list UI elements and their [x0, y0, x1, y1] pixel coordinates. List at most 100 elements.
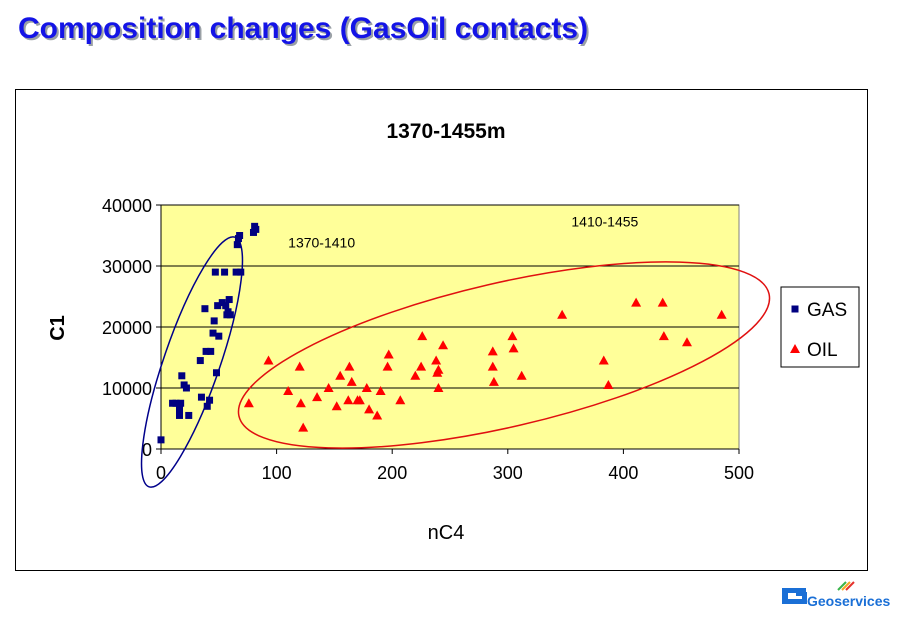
oil-point: [416, 361, 427, 371]
oil-point: [312, 392, 323, 402]
oil-point: [507, 331, 518, 341]
gas-point: [178, 372, 186, 380]
oil-point: [657, 297, 668, 307]
gas-point: [202, 347, 210, 355]
gas-point: [175, 405, 183, 413]
y-tick-label: 0: [142, 440, 152, 460]
gas-point: [214, 302, 222, 310]
gas-point: [226, 311, 234, 319]
gas-point: [182, 384, 190, 392]
annotation-label: 1370-1410: [288, 235, 355, 251]
gas-point: [215, 332, 223, 340]
x-tick-label: 300: [493, 463, 523, 483]
oil-point: [410, 370, 421, 380]
oil-point: [283, 386, 294, 396]
gas-point: [172, 399, 180, 407]
oil-point: [487, 361, 498, 371]
oil-point: [344, 361, 355, 371]
oil-point: [487, 346, 498, 356]
x-tick-label: 0: [156, 463, 166, 483]
oil-point: [382, 361, 393, 371]
oil-point: [323, 383, 334, 392]
legend-marker-oil: [790, 344, 800, 353]
oil-point: [598, 355, 609, 365]
oil-point: [417, 331, 428, 341]
oil-point: [372, 410, 383, 420]
gas-point: [177, 399, 185, 407]
legend-box: [780, 286, 860, 368]
gas-point: [212, 369, 220, 377]
gas-point: [201, 305, 209, 313]
gas-point: [236, 232, 244, 239]
x-axis-title: nC4: [428, 522, 465, 544]
gas-point: [222, 302, 230, 310]
oil-point: [631, 297, 642, 307]
x-tick-label: 100: [262, 463, 292, 483]
gas-point: [209, 329, 217, 337]
logo-mark-icon: [782, 588, 807, 604]
oil-point: [294, 361, 305, 371]
legend-label-gas: GAS: [807, 300, 847, 321]
x-tick-label: 500: [724, 463, 754, 483]
oil-point: [346, 376, 357, 386]
oil-point: [557, 309, 568, 319]
oil-point: [364, 404, 375, 414]
oil-point: [263, 355, 274, 365]
oil-point: [383, 349, 394, 359]
oil-point: [331, 401, 342, 411]
oil-point: [375, 386, 386, 396]
gas-point: [157, 436, 165, 444]
oil-point: [716, 309, 727, 319]
gas-point: [175, 411, 183, 419]
gas-point: [232, 268, 240, 276]
gas-point: [210, 317, 218, 325]
oil-point: [354, 395, 365, 405]
oil-point: [488, 376, 499, 386]
oil-point: [438, 340, 449, 350]
x-tick-label: 400: [608, 463, 638, 483]
y-tick-label: 20000: [102, 318, 152, 338]
oil-point: [343, 395, 354, 405]
oil-point: [658, 331, 669, 341]
legend-marker-gas: [791, 305, 799, 313]
chart-frame: 0 10000 20000 30000 40000 0 100 200 300 400 500 137…: [15, 89, 868, 571]
oil-point: [243, 398, 254, 408]
oil-point: [295, 398, 306, 408]
oil-point: [603, 379, 614, 389]
annotation-label: 1410-1455: [571, 213, 638, 229]
y-axis-title: C1: [47, 315, 69, 341]
oil-point: [508, 343, 519, 353]
gas-point: [196, 357, 204, 365]
oil-point: [516, 370, 527, 380]
gas-point: [206, 396, 214, 404]
gas-point: [203, 402, 211, 410]
gas-point: [237, 268, 245, 276]
slide-title: Composition changes (GasOil contacts): [18, 12, 589, 45]
gas-point: [221, 268, 229, 276]
y-tick-label: 30000: [102, 257, 152, 277]
gas-point: [252, 225, 260, 233]
y-tick-label: 10000: [102, 379, 152, 399]
gas-point: [211, 268, 219, 276]
x-tick-label: 200: [377, 463, 407, 483]
oil-point: [335, 370, 346, 380]
oil-point: [433, 364, 444, 374]
gas-point: [185, 411, 193, 419]
oil-point: [395, 395, 406, 405]
y-tick-label: 40000: [102, 196, 152, 216]
gas-point: [197, 393, 205, 401]
oil-point: [431, 355, 442, 365]
gas-point: [225, 296, 233, 304]
oil-point: [681, 337, 692, 347]
gas-point: [207, 347, 215, 355]
oil-point: [433, 383, 444, 392]
oil-group-ellipse: [237, 261, 771, 449]
chart-title: 1370-1455m: [386, 120, 505, 143]
logo-text: Geoservices: [807, 593, 890, 609]
oil-point: [298, 422, 309, 432]
scatter-chart: 0 10000 20000 30000 40000 0 100 200 300 400 500 137…: [47, 120, 860, 544]
legend-label-oil: OIL: [807, 340, 838, 361]
oil-point: [361, 383, 372, 392]
geoservices-logo: Geoservices: [782, 581, 890, 609]
gas-point: [233, 241, 241, 249]
